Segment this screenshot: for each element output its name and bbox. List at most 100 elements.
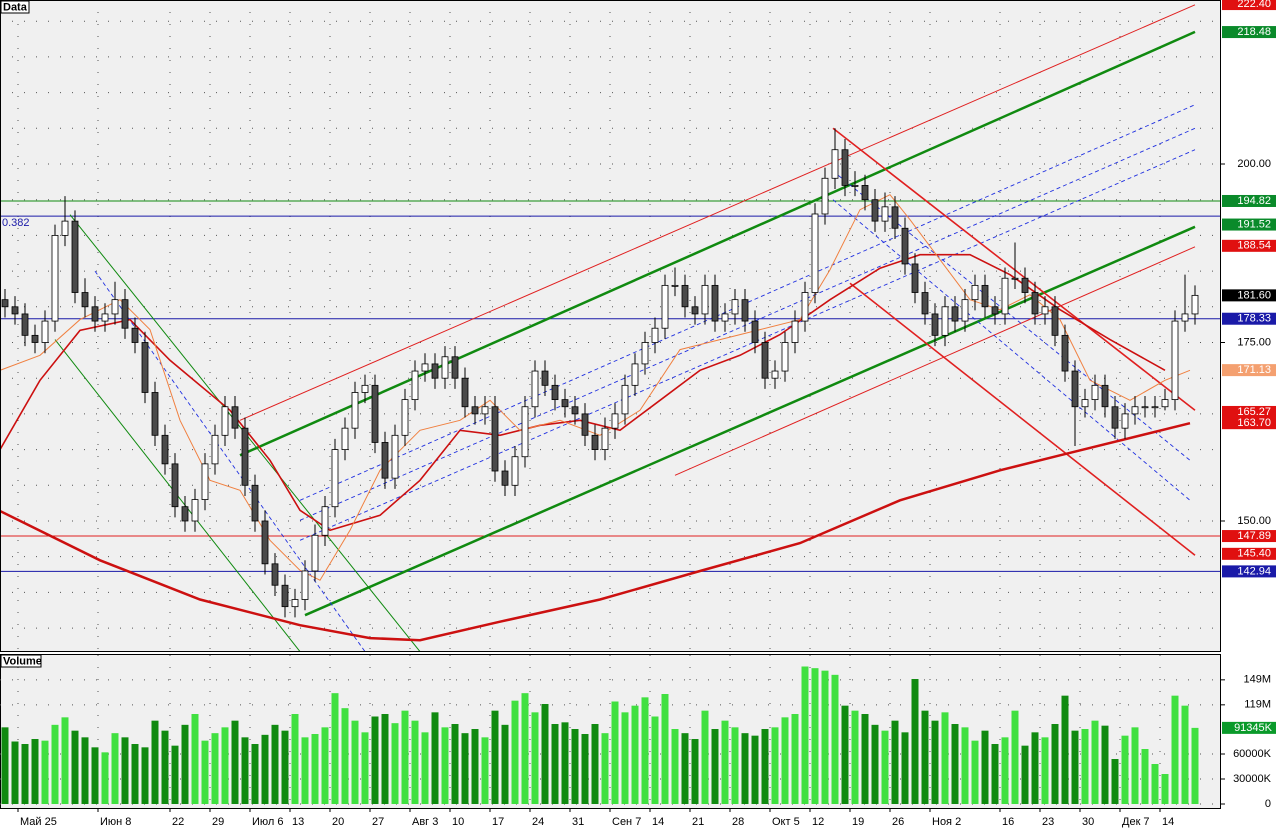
candle-body — [491, 406, 499, 472]
volume-bar — [261, 734, 269, 804]
candle-body — [1141, 406, 1149, 409]
x-tick-label: 26 — [892, 816, 904, 828]
candle-body — [231, 406, 239, 429]
volume-bar — [491, 710, 499, 804]
volume-bar — [681, 733, 689, 804]
volume-bar — [481, 737, 489, 804]
candle-body — [1071, 370, 1079, 408]
moving-average — [1, 194, 1191, 581]
candle-body — [1001, 277, 1009, 315]
moving-average — [1, 253, 1166, 532]
candle-body — [731, 299, 739, 315]
volume-bar — [221, 727, 229, 804]
x-tick-label: 21 — [692, 816, 704, 828]
volume-bar — [131, 744, 139, 804]
volume-bar — [761, 729, 769, 804]
price-label: 218.48 — [1237, 26, 1271, 38]
volume-bar — [721, 720, 729, 804]
volume-bar — [641, 697, 649, 804]
trend-line — [674, 246, 1196, 476]
volume-bar — [1121, 735, 1129, 804]
volume-bar — [701, 710, 709, 804]
candle-body — [1061, 334, 1069, 372]
candle-body — [371, 384, 379, 443]
price-label-box — [1222, 194, 1276, 207]
candle-body — [401, 399, 409, 436]
candle-body — [1131, 406, 1139, 415]
x-tick-label: Июн 8 — [100, 816, 131, 828]
volume-bar — [801, 666, 809, 804]
candle-body — [891, 206, 899, 229]
volume-bar — [1101, 725, 1109, 804]
volume-bar — [1191, 727, 1199, 804]
volume-bar — [591, 724, 599, 804]
candle-body — [1121, 413, 1129, 429]
candle-body — [671, 284, 679, 287]
x-tick-label: 29 — [212, 816, 224, 828]
candle-body — [441, 356, 449, 379]
candle-body — [571, 406, 579, 415]
candle-body — [361, 384, 369, 393]
candle-body — [661, 284, 669, 329]
volume-bar — [781, 717, 789, 804]
candle-body — [71, 220, 79, 293]
candle-body — [91, 306, 99, 322]
price-label: 165.27 — [1237, 406, 1271, 418]
volume-bar — [71, 730, 79, 804]
x-tick-label: 17 — [492, 816, 504, 828]
price-label-box — [1222, 405, 1276, 418]
volume-bar — [181, 724, 189, 804]
price-label: 194.82 — [1237, 195, 1271, 207]
candle-body — [521, 406, 529, 458]
candle-body — [1151, 406, 1159, 409]
price-label-box — [1222, 547, 1276, 560]
candle-body — [1161, 399, 1169, 408]
candle-body — [611, 413, 619, 429]
candle-body — [181, 506, 189, 522]
price-label-box — [1222, 289, 1276, 302]
volume-bar — [101, 752, 109, 804]
volume-bar — [771, 727, 779, 804]
y-tick-label: 200.00 — [1237, 158, 1271, 170]
volume-bar — [501, 724, 509, 804]
candle-body — [861, 185, 869, 201]
candle-body — [151, 392, 159, 436]
candle-body — [211, 434, 219, 465]
volume-bar — [971, 740, 979, 804]
candle-body — [241, 427, 249, 486]
volume-bar — [321, 727, 329, 804]
volume-bar — [1, 727, 9, 804]
volume-bar — [1091, 720, 1099, 804]
volume-bar — [1181, 705, 1189, 804]
candle-body — [551, 384, 559, 401]
y-tick-label: 175.00 — [1237, 336, 1271, 348]
volume-bar — [121, 737, 129, 804]
volume-bar — [31, 739, 39, 804]
x-tick-label: Авг 3 — [412, 816, 438, 828]
volume-bar — [161, 730, 169, 804]
volume-bar — [271, 724, 279, 804]
price-label-box — [1222, 312, 1276, 325]
volume-bar — [371, 716, 379, 804]
panel-title-box — [0, 654, 42, 668]
candle-body — [41, 320, 49, 343]
candle-body — [531, 370, 539, 408]
candle-body — [1111, 406, 1119, 429]
volume-label-box — [1222, 721, 1276, 734]
volume-bar — [921, 710, 929, 804]
volume-bar — [111, 733, 119, 804]
candle-body — [641, 342, 649, 365]
volume-bar — [671, 729, 679, 804]
trend-line — [94, 270, 366, 651]
trend-line — [849, 282, 1196, 556]
panel-title: Data — [3, 1, 28, 13]
candle-body — [21, 313, 29, 336]
volume-bar — [571, 729, 579, 804]
candle-body — [121, 299, 129, 329]
candle-body — [471, 406, 479, 415]
volume-label: 91345K — [1234, 722, 1273, 734]
volume-bar — [551, 724, 559, 804]
x-tick-label: 14 — [1162, 816, 1174, 828]
volume-bar — [171, 745, 179, 804]
volume-bar — [351, 720, 359, 804]
